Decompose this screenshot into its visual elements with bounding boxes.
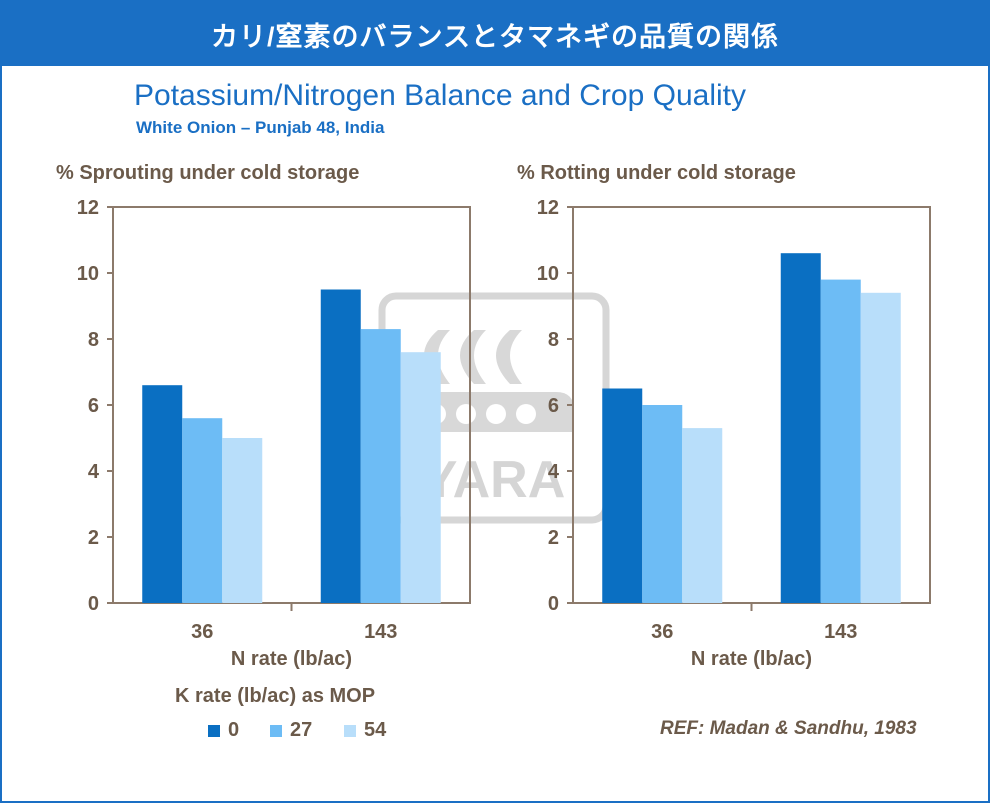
x-tick-label: 143 — [364, 621, 397, 643]
sprouting-chart: 0 2 4 6 8 10 12 36 143 N rate (lb/ac) — [77, 197, 471, 670]
right-y-axis-label: % Rotting under cold storage — [517, 162, 796, 184]
bar-36-k0 — [602, 388, 643, 603]
reference-note: REF: Madan & Sandhu, 1983 — [660, 718, 917, 739]
bar-36-k54 — [222, 438, 263, 603]
y-tick-label: 4 — [88, 461, 100, 483]
bar-36-k27 — [642, 405, 683, 603]
legend-swatch-54 — [344, 725, 356, 737]
x-axis-title: N rate (lb/ac) — [691, 648, 812, 670]
y-tick-label: 12 — [77, 197, 99, 219]
bar-143-k27 — [820, 279, 861, 603]
chart-subtitle: White Onion – Punjab 48, India — [136, 118, 385, 137]
legend-label-27: 27 — [290, 719, 313, 741]
bar-36-k27 — [182, 418, 223, 603]
y-tick-label: 8 — [88, 329, 99, 351]
bar-143-k0 — [320, 289, 361, 603]
bar-36-k54 — [682, 428, 723, 603]
bar-143-k54 — [860, 292, 901, 603]
banner-title: カリ/窒素のバランスとタマネギの品質の関係 — [2, 2, 988, 66]
y-tick-label: 2 — [548, 527, 559, 549]
y-tick-label: 6 — [548, 395, 559, 417]
rotting-chart: 0 2 4 6 8 10 12 36 143 N rate (lb/ac) — [537, 197, 931, 670]
y-tick-label: 0 — [88, 593, 99, 615]
legend-label-0: 0 — [228, 719, 240, 741]
bar-36-k0 — [142, 385, 183, 603]
x-tick-label: 36 — [651, 621, 673, 643]
y-tick-label: 4 — [548, 461, 560, 483]
y-tick-label: 10 — [77, 263, 99, 285]
y-tick-label: 8 — [548, 329, 559, 351]
legend-swatch-0 — [208, 725, 220, 737]
bar-143-k27 — [360, 329, 401, 603]
y-tick-label: 6 — [88, 395, 99, 417]
legend-swatch-27 — [270, 725, 282, 737]
y-tick-label: 2 — [88, 527, 99, 549]
x-axis-title: N rate (lb/ac) — [231, 648, 352, 670]
legend-title: K rate (lb/ac) as MOP — [175, 685, 376, 707]
x-tick-label: 143 — [824, 621, 857, 643]
chart-title: Potassium/Nitrogen Balance and Crop Qual… — [134, 79, 746, 112]
y-tick-label: 10 — [537, 263, 559, 285]
bar-143-k0 — [780, 253, 821, 603]
bar-143-k54 — [400, 352, 441, 603]
y-tick-label: 0 — [548, 593, 559, 615]
left-y-axis-label: % Sprouting under cold storage — [56, 162, 360, 184]
watermark-text: YARA — [423, 451, 566, 509]
legend-label-54: 54 — [364, 719, 387, 741]
y-tick-label: 12 — [537, 197, 559, 219]
x-tick-label: 36 — [191, 621, 213, 643]
